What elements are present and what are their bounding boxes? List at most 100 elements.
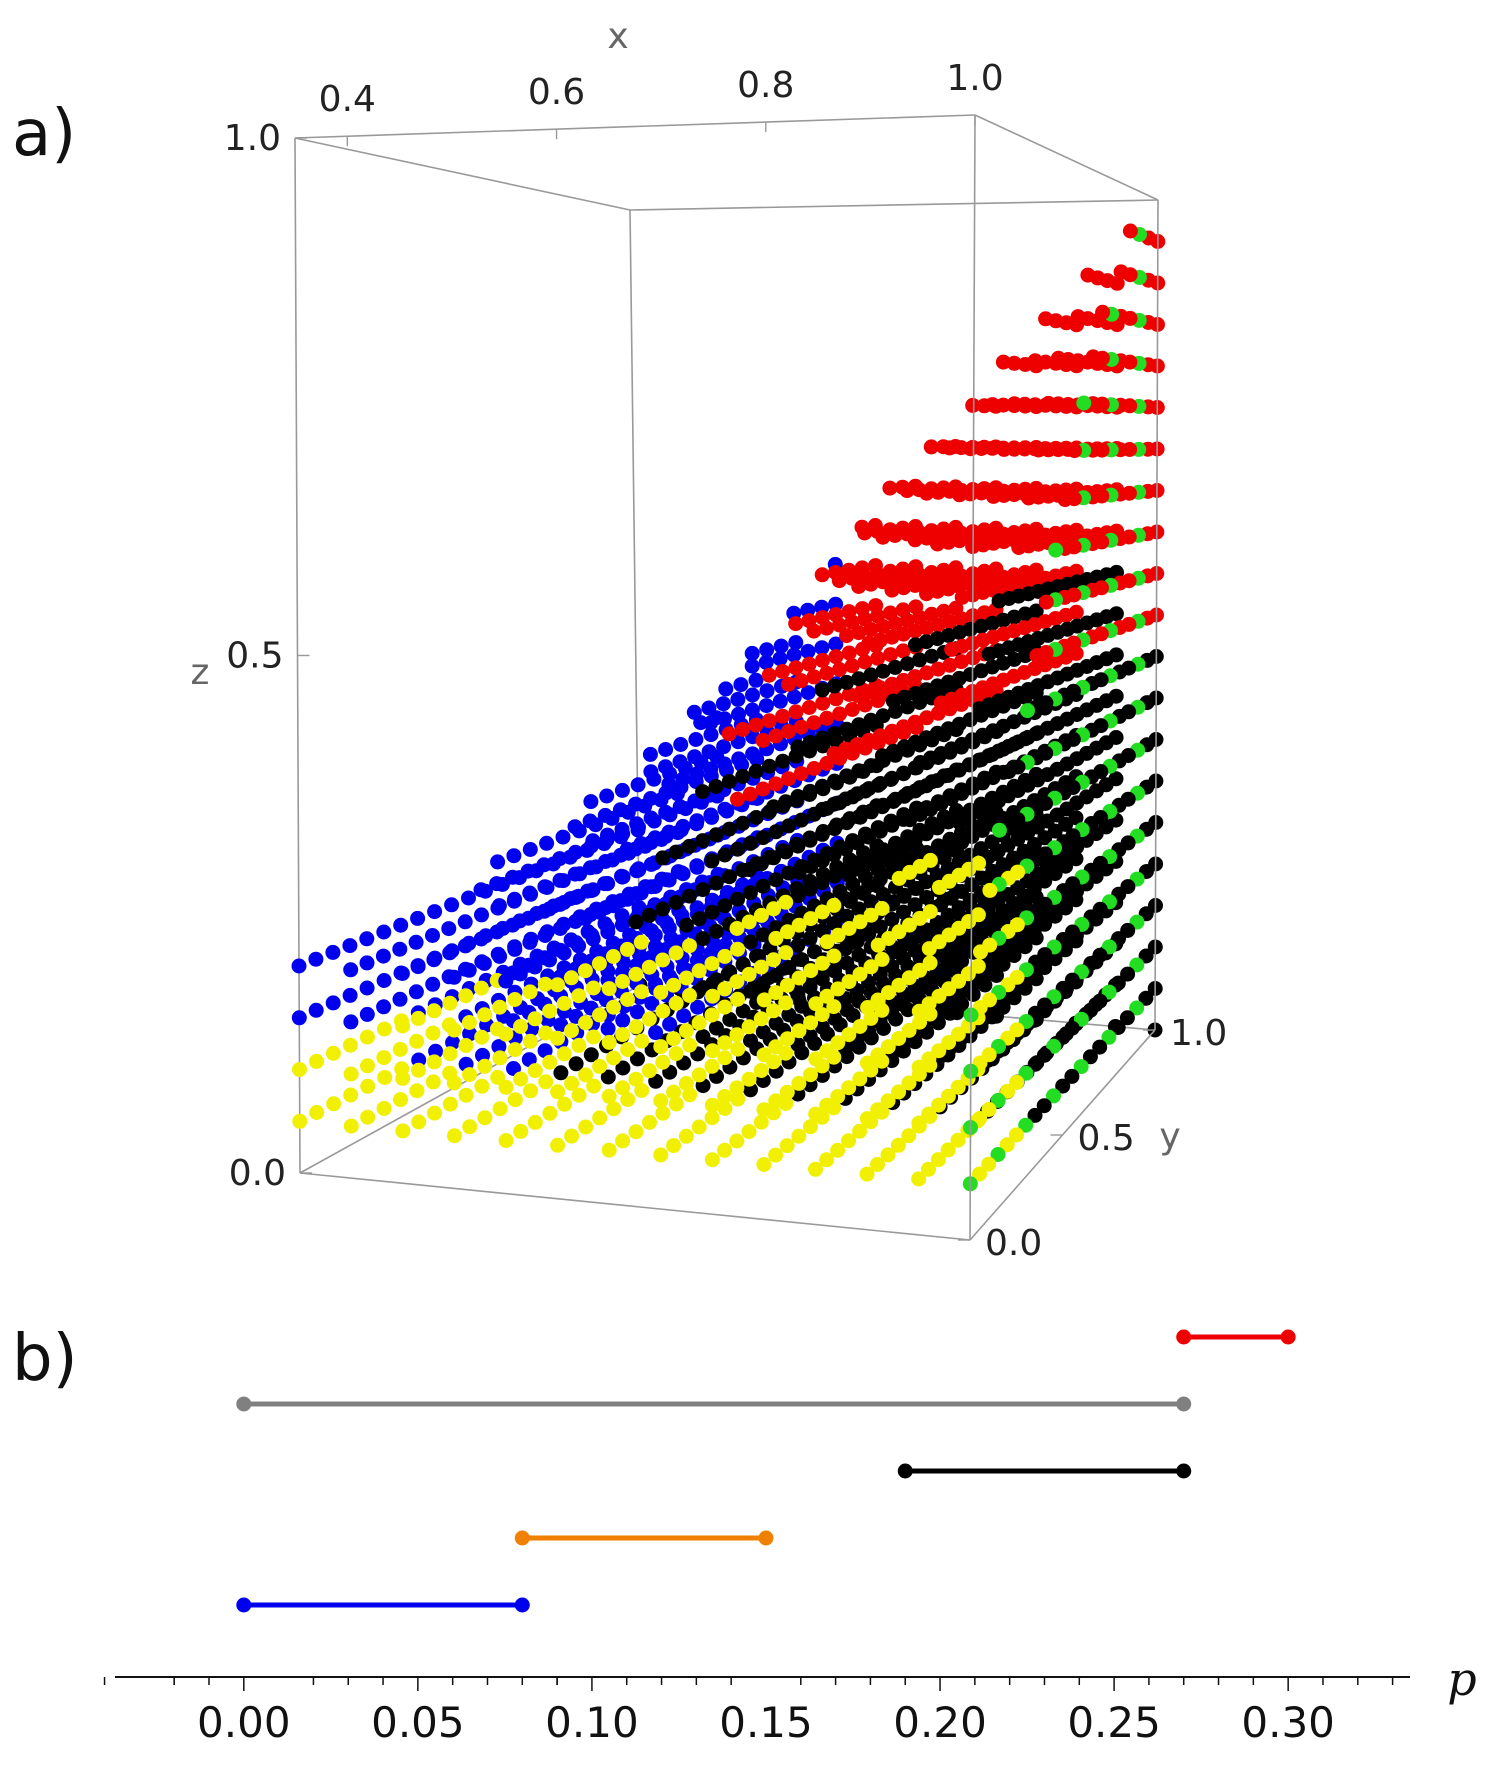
scatter-point [786, 647, 802, 663]
scatter-point [661, 872, 677, 888]
scatter-point [991, 593, 1007, 609]
scatter-point [648, 1025, 664, 1041]
scatter-point [941, 534, 956, 550]
scatter-point [788, 616, 804, 632]
scatter-point [1110, 1020, 1126, 1035]
scatter-point [745, 746, 761, 762]
scatter-point [841, 645, 857, 661]
scatter-point [1041, 395, 1056, 411]
scatter-point [522, 885, 538, 901]
scatter-point [615, 974, 630, 989]
scatter-point [802, 783, 818, 799]
scatter-point [585, 931, 601, 947]
scatter-point [691, 1119, 707, 1135]
scatter-point [675, 771, 691, 787]
scatter-point [641, 1063, 657, 1079]
scatter-point [930, 1152, 946, 1168]
scatter-point [641, 907, 657, 923]
scatter-point [717, 1100, 733, 1116]
scatter-point [912, 962, 928, 978]
scatter-point [735, 722, 751, 737]
scatter-point [425, 1074, 441, 1090]
scatter-points [291, 223, 1166, 1192]
scatter-point [291, 958, 307, 974]
scatter-point [426, 952, 442, 968]
scatter-point [550, 1137, 566, 1153]
scatter-point [410, 1010, 426, 1026]
scatter-point [863, 667, 879, 683]
scatter-point [839, 674, 855, 690]
scatter-point [768, 1039, 784, 1055]
scatter-point [838, 841, 854, 857]
scatter-point [457, 914, 473, 930]
scatter-point [359, 931, 375, 947]
scatter-point [729, 1027, 745, 1043]
scatter-point [806, 761, 822, 776]
scatter-point [601, 1034, 617, 1050]
scatter-point [1027, 1056, 1043, 1072]
scatter-point [852, 862, 868, 877]
scatter-point [758, 654, 774, 670]
scatter-point [1001, 764, 1017, 780]
scatter-point [830, 1035, 846, 1051]
scatter-point [343, 1118, 359, 1134]
scatter-point [1009, 1074, 1025, 1090]
scatter-point [633, 885, 649, 901]
scatter-point [1085, 349, 1101, 365]
scatter-point [661, 920, 677, 936]
scatter-point [425, 1025, 441, 1041]
scatter-point [568, 844, 583, 860]
scatter-point [981, 1156, 997, 1172]
scatter-point [695, 784, 711, 800]
scatter-point [1006, 355, 1022, 371]
scatter-point [1009, 1127, 1024, 1143]
scatter-point [953, 654, 969, 670]
scatter-point [461, 962, 477, 978]
scatter-point [376, 924, 392, 940]
scatter-point [735, 768, 751, 784]
scatter-point [718, 681, 734, 697]
scatter-point [342, 938, 358, 954]
scatter-point [907, 714, 923, 730]
scatter-point [476, 955, 492, 971]
scatter-point [633, 934, 649, 950]
interval-start-point [514, 1530, 530, 1546]
scatter-point [513, 1071, 529, 1087]
scatter-point [655, 850, 671, 866]
scatter-point [695, 980, 711, 996]
scatter-point [704, 956, 720, 972]
scatter-point [999, 1137, 1015, 1153]
scatter-point [830, 1142, 846, 1158]
scatter-point [870, 937, 886, 953]
scatter-point [462, 1026, 478, 1042]
scatter-point [689, 813, 705, 829]
scatter-point [291, 1010, 307, 1026]
scatter-point [826, 897, 842, 913]
scatter-point [597, 807, 613, 823]
p-tick-label: 0.10 [545, 1698, 639, 1747]
scatter-point [687, 749, 703, 765]
scatter-point [781, 960, 797, 975]
scatter-point [359, 980, 375, 996]
scatter-point [647, 879, 663, 894]
scatter-point [704, 853, 720, 869]
scatter-point [721, 774, 737, 789]
scatter-point [972, 1166, 987, 1182]
scatter-point [793, 673, 809, 689]
scatter-point [800, 643, 816, 659]
scatter-point [690, 999, 706, 1015]
scatter-point [681, 838, 697, 854]
scatter-point [521, 1052, 537, 1068]
scatter-point [425, 928, 440, 943]
scatter-point [881, 985, 896, 1001]
scatter-point [691, 1015, 707, 1031]
scatter-point [395, 1123, 411, 1139]
scatter-point [571, 888, 586, 904]
scatter-point [601, 1088, 617, 1104]
scatter-point [919, 665, 935, 681]
scatter-point [689, 859, 705, 875]
scatter-point [896, 580, 912, 596]
scatter-point [940, 1088, 956, 1104]
scatter-point [729, 974, 745, 990]
scatter-point [620, 992, 635, 1007]
